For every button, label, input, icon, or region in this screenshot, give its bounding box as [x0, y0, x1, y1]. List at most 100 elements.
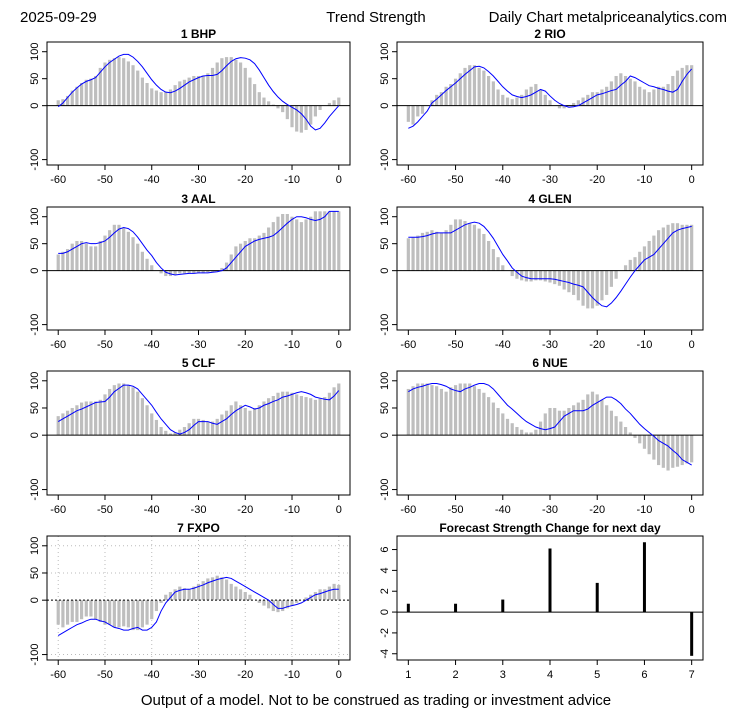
bar: [332, 387, 336, 436]
bar: [647, 240, 651, 271]
plot-area: [397, 383, 703, 471]
bar: [70, 407, 74, 436]
bar: [56, 600, 60, 625]
bar: [619, 73, 623, 106]
bar: [449, 387, 453, 436]
y-tick-label: -100: [29, 149, 41, 171]
bar: [164, 270, 168, 277]
needle: [454, 603, 458, 613]
bar: [543, 270, 547, 282]
bar: [117, 57, 121, 106]
bar: [666, 435, 670, 471]
x-tick-label: -60: [400, 504, 416, 516]
bar: [220, 58, 224, 106]
bar: [600, 270, 604, 301]
bar: [257, 235, 261, 271]
bar: [178, 81, 182, 106]
y-tick-label: 100: [29, 537, 41, 555]
bar: [182, 588, 187, 601]
bar: [449, 224, 453, 271]
x-tick-label: -40: [144, 669, 160, 681]
x-tick-label: -30: [542, 339, 558, 351]
bar: [487, 397, 491, 436]
bar: [150, 600, 154, 620]
bar: [323, 211, 327, 271]
bar: [182, 427, 187, 436]
y-tick-label: -100: [379, 314, 391, 336]
y-tick-label: 50: [379, 402, 391, 414]
bar: [75, 405, 79, 436]
bar: [248, 77, 252, 106]
bar: [145, 405, 149, 436]
y-tick-label: -2: [379, 628, 391, 638]
bar: [605, 270, 609, 295]
bar: [192, 586, 196, 601]
bar: [75, 600, 79, 622]
bar: [642, 246, 647, 271]
bar: [234, 59, 238, 106]
bar: [642, 89, 647, 106]
bar: [290, 392, 294, 436]
bar: [661, 227, 665, 271]
plot-frame: [396, 370, 704, 496]
bar: [295, 600, 299, 603]
bar: [159, 270, 163, 274]
bar: [173, 85, 177, 106]
bar: [150, 265, 154, 271]
bar: [595, 92, 599, 106]
x-tick-label: -40: [144, 174, 160, 186]
bar: [652, 235, 656, 271]
bar: [304, 397, 308, 436]
x-tick-label: -50: [448, 339, 464, 351]
x-tick-label: 1: [405, 669, 411, 681]
x-tick-label: -50: [97, 669, 113, 681]
bar: [468, 223, 472, 271]
bar: [126, 61, 130, 106]
plot-frame: [46, 206, 351, 331]
bar: [112, 224, 116, 271]
bar: [94, 75, 98, 106]
bar: [609, 270, 613, 287]
bar: [567, 407, 571, 436]
needle: [642, 542, 646, 613]
x-tick-label: 3: [500, 669, 506, 681]
x-tick-label: -20: [589, 174, 605, 186]
bar: [173, 589, 177, 601]
bar: [614, 416, 618, 436]
bar: [605, 405, 609, 436]
bar: [238, 62, 243, 106]
bar: [187, 77, 191, 106]
bar: [416, 383, 420, 436]
panel-title: Forecast Strength Change for next day: [439, 521, 661, 535]
bar: [234, 586, 238, 601]
bar: [285, 600, 289, 609]
bar: [84, 79, 88, 106]
bar: [595, 394, 599, 436]
bar: [444, 391, 448, 436]
y-tick-label: 100: [379, 43, 391, 61]
bar: [337, 211, 341, 271]
bar: [453, 385, 458, 436]
plot-area: [47, 210, 350, 277]
bar: [136, 70, 140, 106]
bar: [243, 407, 247, 436]
bar: [572, 270, 576, 295]
bar: [243, 240, 247, 271]
bar: [581, 97, 585, 106]
x-tick-label: -40: [144, 504, 160, 516]
bar: [633, 257, 637, 271]
bar: [285, 214, 289, 271]
bar: [201, 75, 205, 106]
bar: [524, 432, 528, 436]
bar: [661, 86, 665, 106]
bar: [168, 592, 173, 601]
bar: [131, 600, 135, 631]
y-tick-label: 50: [29, 402, 41, 414]
bar: [472, 224, 477, 271]
x-tick-label: -10: [636, 174, 652, 186]
bar: [468, 65, 472, 106]
bar: [206, 578, 210, 601]
bar: [337, 584, 341, 601]
bar: [84, 401, 88, 436]
bar: [61, 413, 65, 436]
